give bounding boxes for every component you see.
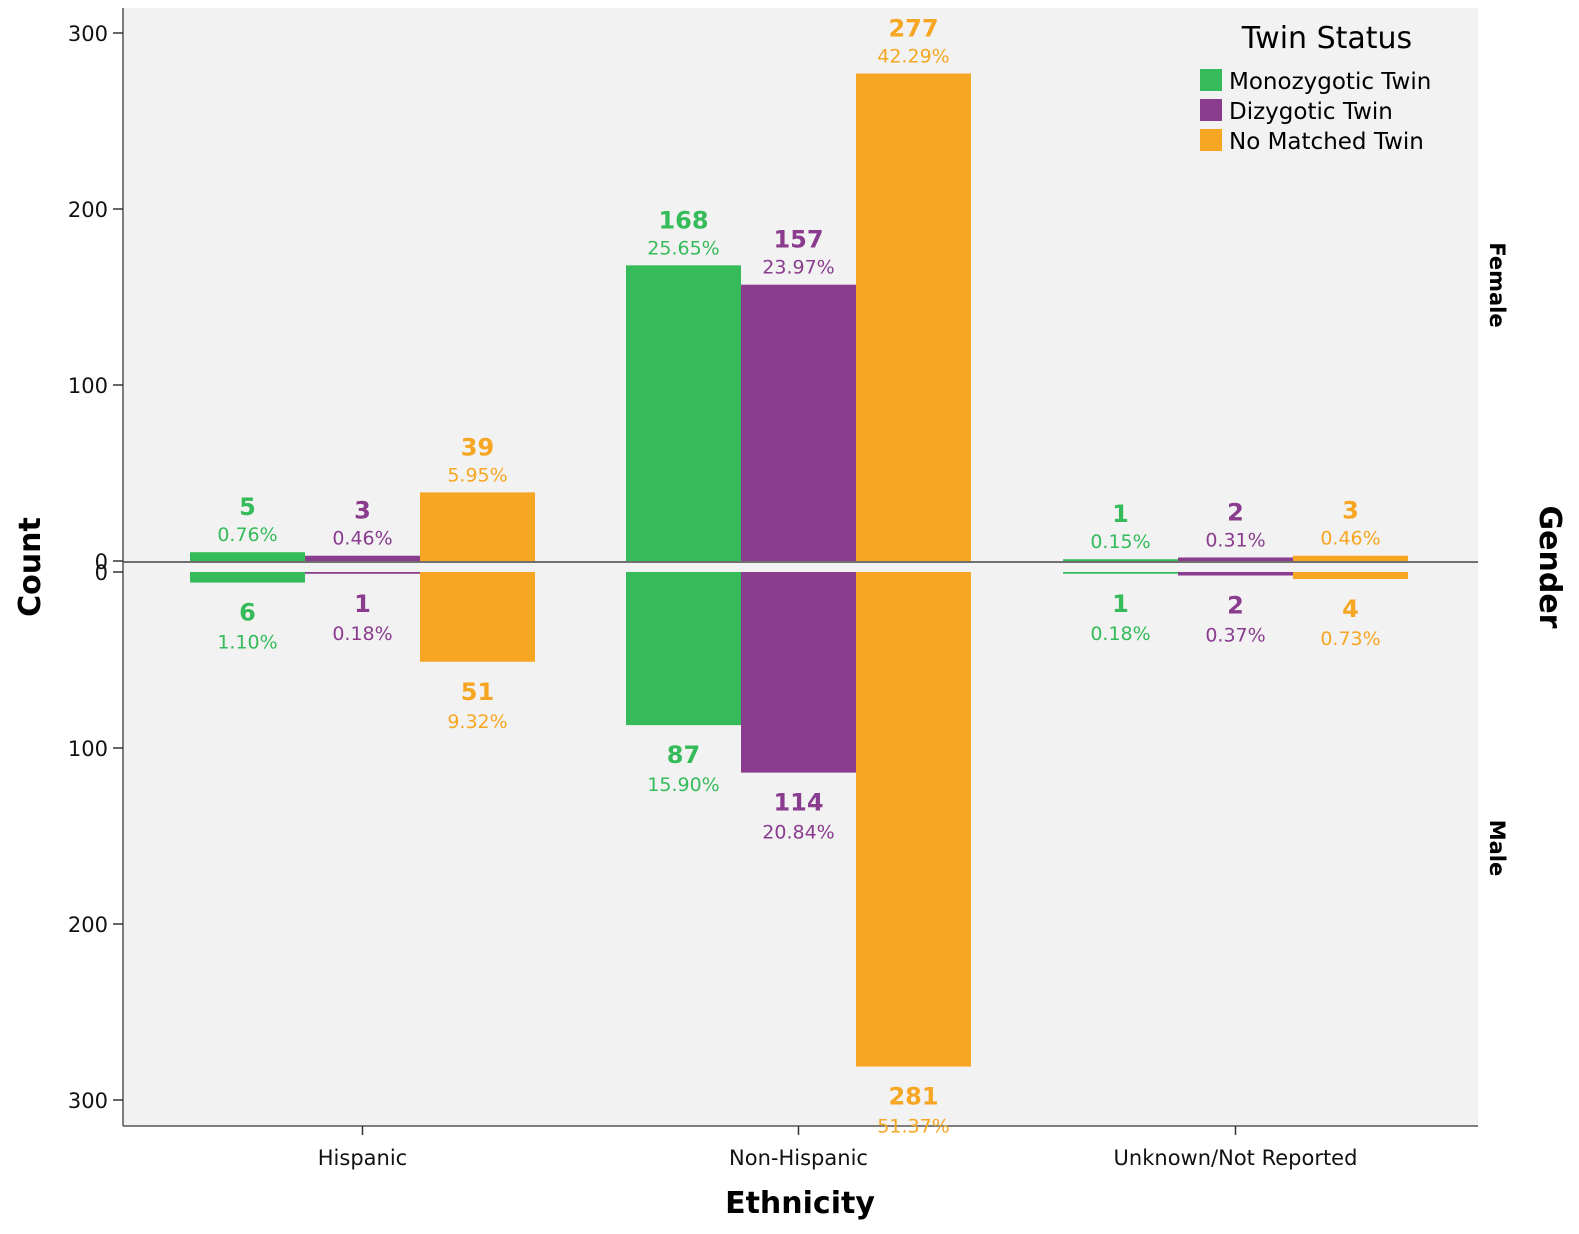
- percent-label: 0.46%: [1320, 528, 1380, 550]
- legend: Twin Status Monozygotic Twin Dizygotic T…: [1200, 21, 1431, 155]
- percent-label: 51.37%: [877, 1116, 949, 1138]
- count-label: 114: [773, 789, 823, 817]
- percent-label: 0.18%: [332, 623, 392, 645]
- count-label: 3: [1342, 497, 1359, 525]
- count-label: 277: [888, 14, 938, 42]
- count-label: 87: [667, 741, 700, 769]
- bars-layer: [190, 73, 1408, 1067]
- percent-label: 5.95%: [447, 464, 507, 486]
- bar: [1178, 572, 1293, 576]
- bar: [1063, 559, 1178, 561]
- x-axis-title: Ethnicity: [725, 1186, 875, 1221]
- percent-label: 15.90%: [647, 774, 719, 796]
- percent-label: 9.32%: [447, 711, 507, 733]
- count-label: 2: [1227, 592, 1244, 620]
- bar: [1293, 555, 1408, 561]
- bar: [856, 73, 971, 561]
- percent-label: 23.97%: [762, 257, 834, 279]
- y-tick-label: 200: [68, 913, 108, 937]
- y-tick-label: 200: [68, 198, 108, 222]
- count-label: 3: [354, 497, 371, 525]
- facet-axis-title: Gender: [1532, 506, 1567, 629]
- bar: [741, 572, 856, 773]
- count-label: 6: [239, 599, 256, 627]
- x-tick-label: Hispanic: [318, 1146, 407, 1170]
- count-label: 281: [888, 1083, 938, 1111]
- legend-label-no-matched: No Matched Twin: [1229, 129, 1424, 155]
- bar: [305, 555, 420, 561]
- count-label: 157: [773, 226, 823, 254]
- percent-label: 0.37%: [1205, 625, 1265, 647]
- legend-label-monozygotic: Monozygotic Twin: [1229, 69, 1431, 95]
- percent-label: 20.84%: [762, 822, 834, 844]
- facet-label-male: Male: [1485, 820, 1509, 877]
- count-label: 1: [354, 590, 371, 618]
- count-label: 168: [658, 206, 708, 234]
- percent-label: 0.31%: [1205, 529, 1265, 551]
- y-tick-label: 0: [95, 561, 108, 585]
- bar: [1178, 557, 1293, 561]
- bar: [741, 284, 856, 561]
- y-axis-title: Count: [13, 517, 48, 617]
- percent-label: 1.10%: [217, 632, 277, 654]
- count-label: 4: [1342, 595, 1359, 623]
- percent-label: 0.15%: [1090, 531, 1150, 553]
- ticks-layer: 00 100 100 200 200 300 300 Hispanic Non-Hispanic…: [68, 22, 1358, 1170]
- bar: [190, 572, 305, 583]
- bar: [190, 552, 305, 561]
- value-labels-layer: 5 0.76% 168 25.65% 1 0.15% 3 0.46% 157 23.97% 2 0.3…: [217, 14, 1380, 1137]
- plot-area: [123, 8, 1478, 1126]
- y-tick-label: 300: [68, 22, 108, 46]
- percent-label: 0.18%: [1090, 623, 1150, 645]
- count-label: 1: [1112, 500, 1129, 528]
- y-tick-label: 0: [95, 550, 108, 574]
- bar: [420, 572, 535, 662]
- bar: [305, 572, 420, 574]
- x-tick-label: Unknown/Not Reported: [1114, 1146, 1358, 1170]
- bar: [1293, 572, 1408, 580]
- x-tick-label: Non-Hispanic: [729, 1146, 868, 1170]
- facet-label-female: Female: [1485, 242, 1509, 327]
- percent-label: 0.46%: [332, 528, 392, 550]
- bar: [420, 492, 535, 561]
- percent-label: 42.29%: [877, 45, 949, 67]
- y-tick-label: 300: [68, 1089, 108, 1113]
- legend-title: Twin Status: [1241, 21, 1412, 56]
- bar: [626, 572, 741, 726]
- percent-label: 0.73%: [1320, 628, 1380, 650]
- y-tick-label: 100: [68, 737, 108, 761]
- count-label: 1: [1112, 590, 1129, 618]
- y-tick-label: 100: [68, 374, 108, 398]
- legend-label-dizygotic: Dizygotic Twin: [1229, 99, 1393, 125]
- bar: [856, 572, 971, 1067]
- bar: [1063, 572, 1178, 574]
- legend-swatch-no-matched: [1200, 129, 1222, 151]
- count-label: 39: [461, 433, 494, 461]
- count-label: 5: [239, 493, 256, 521]
- legend-swatch-dizygotic: [1200, 99, 1222, 121]
- percent-label: 0.76%: [217, 524, 277, 546]
- count-label: 2: [1227, 498, 1244, 526]
- percent-label: 25.65%: [647, 237, 719, 259]
- legend-swatch-monozygotic: [1200, 69, 1222, 91]
- count-label: 51: [461, 678, 494, 706]
- bar: [626, 265, 741, 561]
